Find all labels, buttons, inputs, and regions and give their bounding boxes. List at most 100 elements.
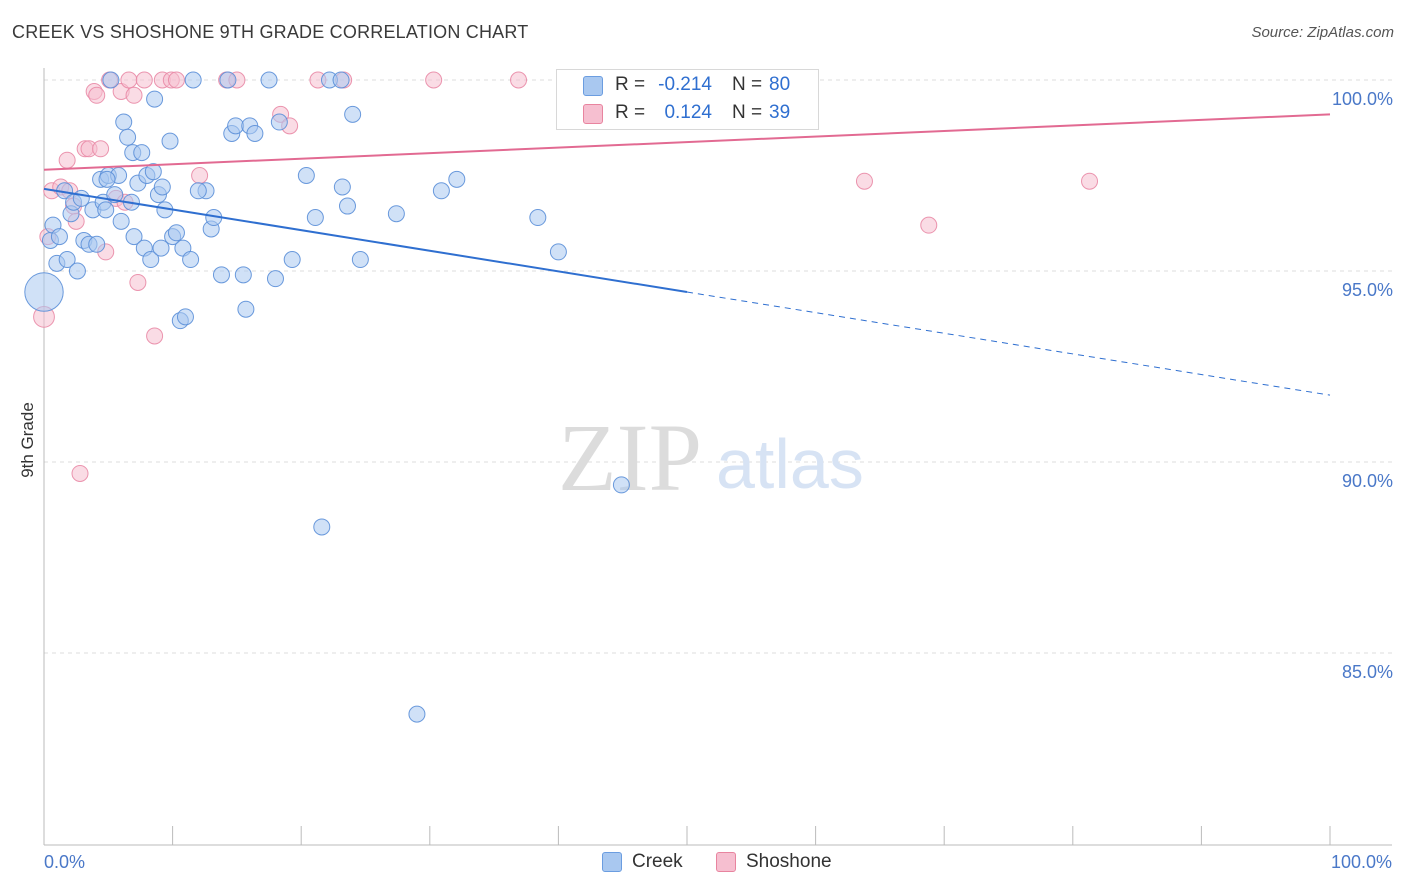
creek-point: [432, 182, 450, 200]
shoshone-point: [146, 327, 164, 345]
creek-trend-line: [43, 187, 688, 293]
legend-item-shoshone[interactable]: Shoshone: [716, 851, 832, 873]
shoshone-point: [135, 71, 153, 89]
y-tick-label: 90.0%: [1342, 471, 1393, 491]
creek-point: [119, 128, 137, 146]
creek-point: [167, 224, 185, 242]
creek-points: [24, 71, 630, 723]
creek-point: [387, 205, 405, 223]
creek-point: [88, 235, 106, 253]
shoshone-point: [1081, 172, 1099, 190]
creek-point: [448, 170, 466, 188]
creek-point: [146, 90, 164, 108]
y-tick-label: 85.0%: [1342, 662, 1393, 682]
shoshone-point: [120, 71, 138, 89]
shoshone-point: [58, 151, 76, 169]
creek-point: [408, 705, 426, 723]
creek-point: [184, 71, 202, 89]
creek-point: [237, 300, 255, 318]
creek-point: [102, 71, 120, 89]
creek-point: [68, 262, 86, 280]
shoshone-point: [92, 140, 110, 158]
stats-row-shoshone: R = 0.124 N = 39: [557, 100, 818, 128]
creek-point: [153, 178, 171, 196]
chart-title: CREEK VS SHOSHONE 9TH GRADE CORRELATION …: [12, 22, 529, 42]
watermark-atlas: atlas: [716, 425, 864, 503]
creek-point: [133, 144, 151, 162]
creek-point: [98, 170, 116, 188]
axes: [43, 68, 1392, 846]
y-tick-labels: 100.0% 95.0% 90.0% 85.0%: [1332, 89, 1393, 682]
legend-label-creek: Creek: [632, 851, 683, 872]
n-value: 80: [769, 74, 791, 95]
shoshone-swatch: [583, 104, 603, 124]
gridlines: [44, 79, 1392, 654]
creek-point: [125, 228, 143, 246]
y-axis-title: 9th Grade: [18, 402, 37, 478]
creek-point: [152, 239, 170, 257]
creek-point: [24, 272, 64, 312]
creek-point: [313, 518, 331, 536]
creek-point: [50, 228, 68, 246]
creek-point: [549, 243, 567, 261]
y-tick-label: 100.0%: [1332, 89, 1393, 109]
source-label: Source: ZipAtlas.com: [1251, 24, 1394, 41]
creek-point: [332, 71, 350, 89]
creek-point: [306, 209, 324, 227]
creek-swatch: [583, 76, 603, 96]
n-label: N =: [732, 102, 763, 123]
shoshone-point: [920, 216, 938, 234]
creek-point: [219, 71, 237, 89]
creek-point: [144, 163, 162, 181]
shoshone-point: [125, 86, 143, 104]
creek-point: [234, 266, 252, 284]
legend-item-creek[interactable]: Creek: [602, 851, 683, 873]
r-value: 0.124: [664, 102, 712, 123]
r-label: R =: [615, 74, 646, 95]
creek-point: [266, 270, 284, 288]
creek-point: [97, 201, 115, 219]
creek-point: [115, 113, 133, 131]
shoshone-point: [71, 464, 89, 482]
stats-row-creek: R = -0.214 N = 80: [557, 72, 818, 100]
creek-point: [351, 251, 369, 269]
stats-legend: R = -0.214 N = 80 R = 0.124 N = 39: [556, 69, 819, 130]
creek-point: [344, 105, 362, 123]
x-tick-label-min: 0.0%: [44, 852, 86, 872]
creek-point: [338, 197, 356, 215]
creek-point: [189, 182, 207, 200]
creek-point: [297, 167, 315, 184]
creek-legend-swatch: [602, 852, 622, 872]
shoshone-point: [191, 167, 209, 184]
series-legend: Creek Shoshone: [0, 851, 1406, 879]
legend-label-shoshone: Shoshone: [746, 851, 832, 872]
creek-point: [260, 71, 278, 89]
shoshone-point: [425, 71, 443, 89]
creek-point: [612, 476, 630, 494]
shoshone-trend-line: [43, 113, 1331, 171]
shoshone-point: [129, 273, 147, 291]
n-value: 39: [769, 102, 791, 123]
trend-lines: [43, 113, 1331, 396]
n-label: N =: [732, 74, 763, 95]
creek-point: [182, 251, 200, 269]
r-value: -0.214: [658, 74, 712, 95]
shoshone-point: [510, 71, 528, 89]
creek-point: [246, 124, 264, 142]
creek-trend-extension: [686, 291, 1331, 396]
creek-point: [270, 113, 288, 131]
shoshone-point: [855, 172, 873, 190]
creek-point: [58, 251, 76, 269]
watermark: ZIP atlas: [558, 404, 864, 511]
shoshone-legend-swatch: [716, 852, 736, 872]
watermark-zip: ZIP: [558, 404, 702, 511]
shoshone-point: [167, 71, 185, 89]
creek-point: [176, 308, 194, 326]
y-tick-label: 95.0%: [1342, 280, 1393, 300]
creek-point: [161, 132, 179, 150]
shoshone-point: [88, 86, 106, 104]
x-tick-label-max: 100.0%: [1330, 852, 1392, 872]
r-label: R =: [615, 102, 646, 123]
creek-point: [283, 251, 301, 269]
